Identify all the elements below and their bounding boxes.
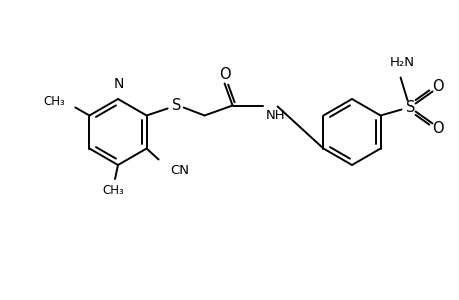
- Text: CN: CN: [170, 164, 189, 177]
- Text: N: N: [113, 77, 124, 91]
- Text: S: S: [172, 98, 181, 113]
- Text: O: O: [431, 121, 442, 136]
- Text: O: O: [218, 67, 230, 82]
- Text: O: O: [431, 79, 442, 94]
- Text: CH₃: CH₃: [102, 184, 123, 196]
- Text: NH: NH: [265, 109, 285, 122]
- Text: S: S: [405, 100, 414, 115]
- Text: CH₃: CH₃: [44, 95, 65, 108]
- Text: H₂N: H₂N: [389, 56, 414, 68]
